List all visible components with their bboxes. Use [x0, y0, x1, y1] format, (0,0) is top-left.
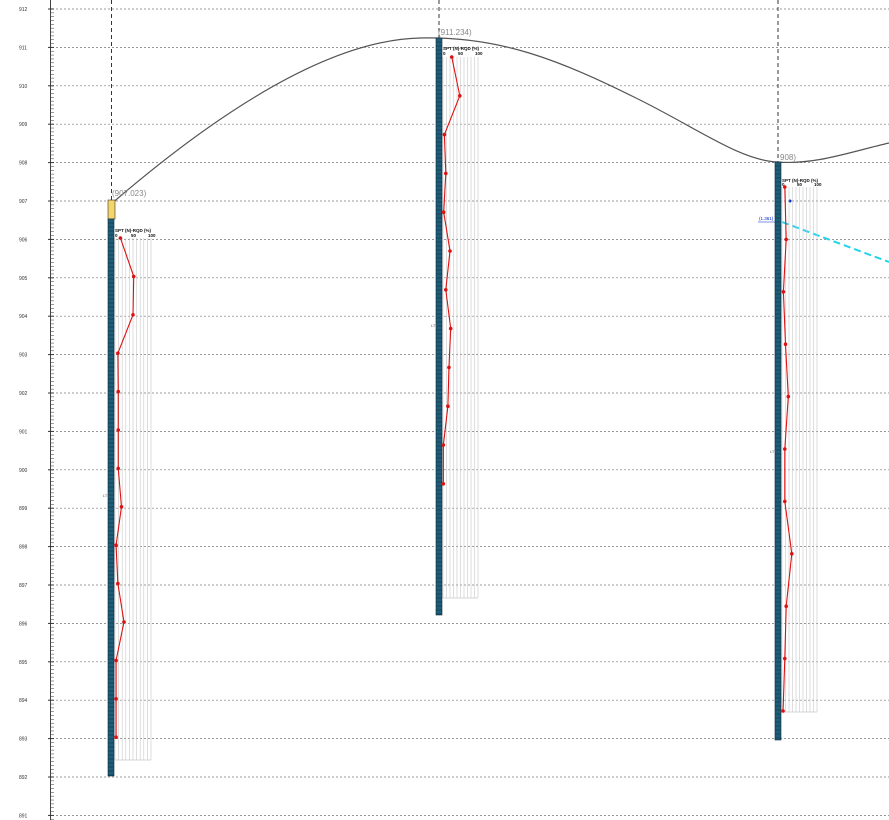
elevation-tick-label: 907 [19, 199, 28, 205]
spt-point [116, 428, 120, 432]
spt-point [442, 443, 446, 447]
elevation-tick-label: 895 [19, 660, 28, 666]
spt-point [783, 500, 787, 504]
borehole-1-chart-tick-0: 0 [115, 233, 118, 238]
borehole-3-water-label: (1.361) [759, 216, 774, 221]
spt-point [114, 735, 118, 739]
borehole-2-chart-tick-0: 0 [443, 51, 446, 56]
spt-point [122, 620, 126, 624]
borehole-3-spt-rqd-chart: SPT (N)-RQD (%) 0 50 100 [781, 178, 822, 713]
borehole-1-chart-tick-50: 50 [131, 233, 137, 238]
borehole-2-collar-label: (911.234) [438, 28, 472, 37]
borehole-3-collar-label: 908) [780, 153, 796, 162]
elevation-tick-label: 893 [19, 737, 28, 743]
spt-point [783, 657, 787, 661]
borehole-1-layer-label: LT1 [103, 493, 110, 498]
elevation-tick-label: 908 [19, 161, 28, 167]
borehole-2-chart-tick-100: 100 [475, 51, 483, 56]
spt-point [447, 366, 451, 370]
spt-point [790, 552, 794, 556]
borehole-2[interactable]: (911.234) LT1 SPT (N)-RQD (%) 0 50 100 [431, 28, 483, 615]
elevation-tick-label: 910 [19, 84, 28, 90]
elevation-tick-label: 905 [19, 276, 28, 282]
spt-point [448, 249, 452, 253]
spt-point [449, 327, 453, 331]
elevation-tick-label: 899 [19, 506, 28, 512]
elevation-tick-label: 904 [19, 314, 28, 320]
elevation-tick-label: 903 [19, 353, 28, 359]
elevation-tick-label: 891 [19, 813, 28, 819]
borehole-2-chart-tick-50: 50 [458, 51, 464, 56]
elevation-gridlines [52, 9, 889, 815]
spt-point [116, 390, 120, 394]
spt-point [458, 94, 462, 98]
spt-point [784, 604, 788, 608]
water-table-line [782, 222, 889, 262]
spt-point [450, 55, 454, 59]
borehole-3-chart-tick-100: 100 [814, 182, 822, 187]
spt-point [783, 185, 787, 189]
spt-point [782, 290, 786, 294]
borehole-3-chart-tick-50: 50 [797, 182, 803, 187]
elevation-tick-label: 892 [19, 775, 28, 781]
spt-point [444, 288, 448, 292]
elevation-tick-label: 900 [19, 468, 28, 474]
spt-point [114, 543, 118, 547]
spt-point [442, 482, 446, 486]
borehole-1-chart-tick-100: 100 [148, 233, 156, 238]
borehole-1-spt-rqd-chart: SPT (N)-RQD (%) 0 50 100 [114, 228, 156, 760]
spt-point [443, 133, 447, 137]
spt-point [116, 351, 120, 355]
spt-point [781, 709, 785, 713]
elevation-tick-label: 902 [19, 391, 28, 397]
borehole-2-spt-line [443, 57, 459, 484]
elevation-tick-label: 894 [19, 698, 28, 704]
spt-point [114, 659, 118, 663]
spt-point [120, 505, 124, 509]
spt-point [116, 582, 120, 586]
spt-point [784, 238, 788, 242]
borehole-1-cap [108, 200, 115, 219]
borehole-3[interactable]: 908) (1.361) LT1 SPT (N)-RQD (%) 0 50 10… [758, 153, 822, 740]
ground-surface-profile [110, 38, 889, 205]
elevation-axis: 912 911 910 909 908 907 906 905 904 903 902 901 900 8… [19, 0, 54, 820]
spt-point [114, 697, 118, 701]
borehole-1-collar-label: (907.023) [112, 189, 147, 198]
spt-point [784, 342, 788, 346]
spt-point [783, 447, 787, 451]
borehole-1[interactable]: (907.023) LT1 SPT (N)-RQD (%) 0 50 100 [103, 189, 156, 776]
elevation-tick-label: 896 [19, 621, 28, 627]
spt-point [131, 313, 135, 317]
spt-point [446, 404, 450, 408]
borehole-3-layer-label: LT1 [770, 449, 777, 454]
spt-point [787, 395, 791, 399]
elevation-tick-label: 906 [19, 237, 28, 243]
borehole-2-layer-label: LT1 [431, 323, 438, 328]
elevation-tick-label: 912 [19, 7, 28, 13]
spt-point [116, 467, 120, 471]
elevation-tick-label: 901 [19, 429, 28, 435]
spt-point [132, 275, 136, 279]
spt-point [442, 210, 446, 214]
elevation-tick-label: 897 [19, 583, 28, 589]
spt-point [444, 172, 448, 176]
elevation-tick-label: 909 [19, 122, 28, 128]
borehole-2-spt-rqd-chart: SPT (N)-RQD (%) 0 50 100 [442, 46, 483, 598]
elevation-tick-label: 911 [19, 45, 27, 51]
elevation-tick-label: 898 [19, 545, 28, 551]
spt-point [119, 236, 123, 240]
